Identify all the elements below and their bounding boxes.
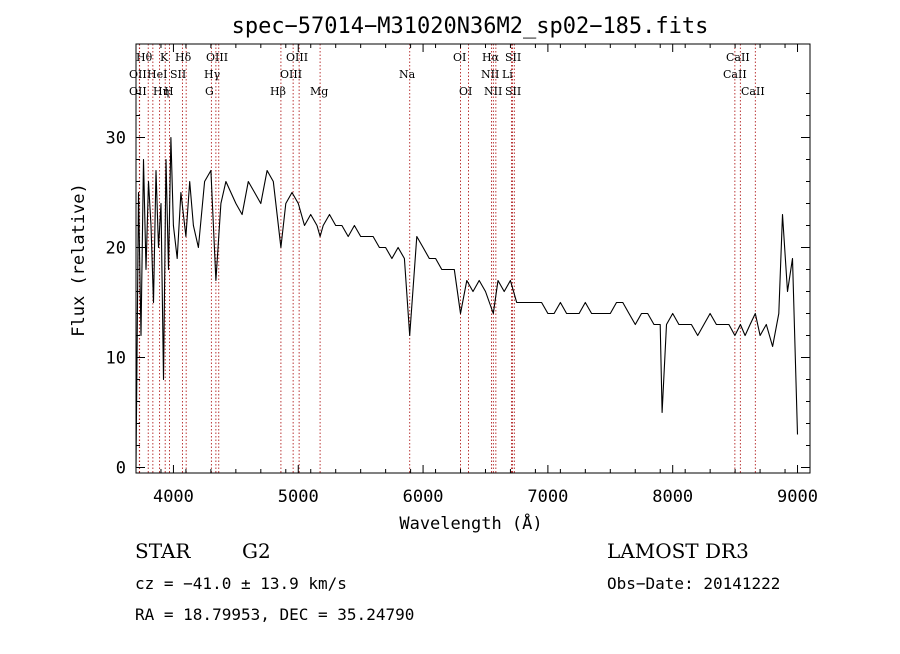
spectrum-line xyxy=(135,136,799,468)
line-label-0-4: OIII xyxy=(286,51,308,64)
line-label-2-3: G xyxy=(205,85,214,98)
line-label-0-1: K xyxy=(160,51,169,64)
line-label-2-7: NII xyxy=(484,85,502,98)
x-axis: 4000 5000 6000 7000 8000 9000 xyxy=(135,44,818,507)
line-label-2-9: CaII xyxy=(741,85,765,98)
chart-title: spec−57014−M31020N36M2_sp02−185.fits xyxy=(232,14,709,39)
x-tick-label-4000: 4000 xyxy=(153,487,194,507)
y-tick-label-30: 30 xyxy=(106,129,126,149)
line-label-0-2: Hδ xyxy=(175,51,192,64)
line-label-2-2: H xyxy=(164,85,174,98)
x-tick-label-6000: 6000 xyxy=(403,487,444,507)
line-label-1-4: OIII xyxy=(280,68,302,81)
x-tick-label-9000: 9000 xyxy=(777,487,818,507)
obs-date: Obs−Date: 20141222 xyxy=(607,574,780,593)
line-label-0-8: CaII xyxy=(726,51,750,64)
line-label-2-0: OII xyxy=(129,85,147,98)
survey-name: LAMOST DR3 xyxy=(607,539,749,563)
plot-frame xyxy=(135,43,811,474)
x-axis-label: Wavelength (Å) xyxy=(399,512,542,534)
spectrum-series xyxy=(135,136,799,468)
line-label-2-4: Hβ xyxy=(270,85,286,98)
y-axis: 0 10 20 30 xyxy=(106,93,810,479)
y-tick-label-0: 0 xyxy=(116,459,126,479)
line-label-1-3: Hγ xyxy=(204,68,221,81)
line-label-1-1: HeI xyxy=(147,68,167,81)
y-axis-label: Flux (relative) xyxy=(69,183,89,337)
line-label-0-5: OI xyxy=(453,51,466,64)
line-label-0-7: SII xyxy=(505,51,521,64)
object-subclass: G2 xyxy=(242,539,271,563)
line-label-2-6: OI xyxy=(459,85,472,98)
line-label-2-8: SII xyxy=(505,85,521,98)
x-tick-label-5000: 5000 xyxy=(278,487,319,507)
line-guides xyxy=(138,44,756,473)
x-tick-label-7000: 7000 xyxy=(527,487,568,507)
y-tick-label-10: 10 xyxy=(106,349,126,369)
line-label-1-6: NII xyxy=(481,68,499,81)
line-label-1-5: Na xyxy=(399,68,416,81)
line-label-1-0: OII xyxy=(129,68,147,81)
line-label-1-8: CaII xyxy=(723,68,747,81)
object-class: STAR xyxy=(135,539,191,563)
line-label-2-1: Hη xyxy=(153,85,169,98)
coordinates: RA = 18.79953, DEC = 35.24790 xyxy=(135,605,414,624)
line-label-1-2: SII xyxy=(170,68,186,81)
x-tick-label-8000: 8000 xyxy=(652,487,693,507)
line-label-0-0: Hθ xyxy=(136,51,153,64)
line-label-1-7: Li xyxy=(502,68,513,81)
line-label-2-5: Mg xyxy=(310,85,328,98)
redshift-cz: cz = −41.0 ± 13.9 km/s xyxy=(135,574,347,593)
line-label-0-6: Hα xyxy=(482,51,500,64)
y-tick-label-20: 20 xyxy=(106,239,126,259)
line-label-0-3: OIII xyxy=(206,51,228,64)
